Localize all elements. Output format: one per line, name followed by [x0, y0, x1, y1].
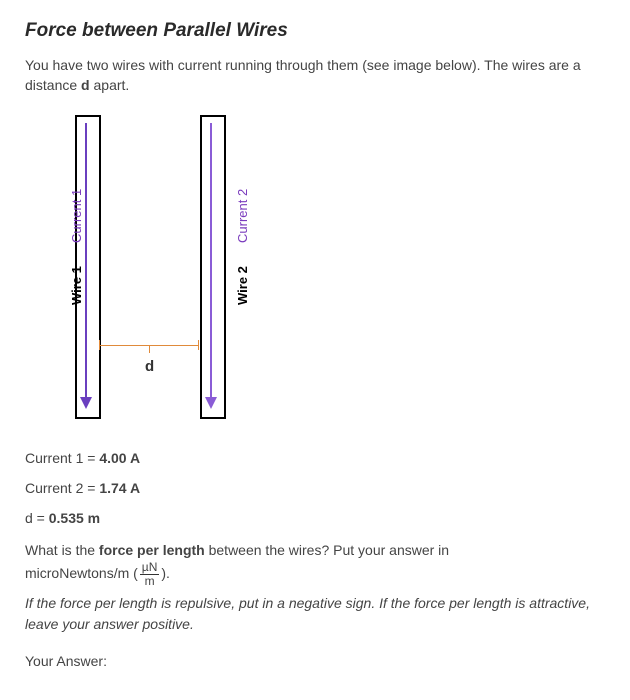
wires-diagram: Wire 1 Current 1 Wire 2 Current 2 d [55, 115, 275, 425]
current-1-arrow [85, 123, 87, 407]
current-2-arrow [210, 123, 212, 407]
current-1-label: Current 1 [69, 189, 84, 243]
distance-bracket [99, 337, 199, 351]
unit-pre: microNewtons/m ( [25, 565, 138, 581]
bracket-tick-left [99, 340, 100, 350]
wire-2-label: Wire 2 [235, 266, 250, 305]
d-param-label: d = [25, 510, 49, 526]
current-2-label: Current 2 [235, 189, 250, 243]
q1-bold: force per length [99, 542, 205, 558]
d-label: d [145, 358, 154, 375]
bracket-tick-right [198, 340, 199, 350]
unit-fraction: µNm [140, 561, 160, 587]
question-unit-line: microNewtons/m (µNm). [25, 561, 605, 587]
answer-label: Your Answer: [25, 651, 605, 672]
unit-post: ). [161, 565, 170, 581]
d-value: 0.535 m [49, 510, 100, 526]
c1-label: Current 1 = [25, 450, 99, 466]
q1-post: between the wires? Put your answer in [205, 542, 449, 558]
question-block: What is the force per length between the… [25, 540, 605, 672]
c1-value: 4.00 A [99, 450, 140, 466]
question-line-1: What is the force per length between the… [25, 540, 605, 561]
frac-den: m [140, 575, 160, 588]
param-current-1: Current 1 = 4.00 A [25, 450, 605, 466]
parameters: Current 1 = 4.00 A Current 2 = 1.74 A d … [25, 450, 605, 526]
param-distance: d = 0.535 m [25, 510, 605, 526]
c2-label: Current 2 = [25, 480, 99, 496]
question-note: If the force per length is repulsive, pu… [25, 593, 605, 635]
q1-pre: What is the [25, 542, 99, 558]
c2-value: 1.74 A [99, 480, 140, 496]
intro-bold: d [81, 77, 90, 93]
wire-1-label: Wire 1 [69, 266, 84, 305]
param-current-2: Current 2 = 1.74 A [25, 480, 605, 496]
page-title: Force between Parallel Wires [25, 20, 605, 42]
frac-num: µN [140, 561, 160, 575]
bracket-notch [149, 345, 150, 353]
intro-post: apart. [90, 77, 130, 93]
intro-text: You have two wires with current running … [25, 56, 605, 95]
wire-2-rect [200, 115, 226, 419]
